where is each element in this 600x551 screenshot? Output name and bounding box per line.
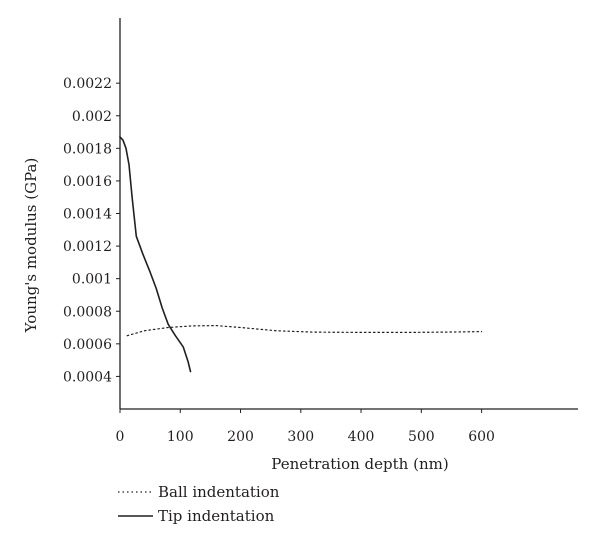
- legend-label: Tip indentation: [158, 507, 275, 525]
- x-tick-label: 0: [116, 429, 125, 445]
- x-tick-label: 600: [468, 429, 495, 445]
- plot-area: [119, 136, 483, 373]
- x-ticks: 0 100 200 300 400 500 600: [116, 409, 495, 445]
- x-axis-label: Penetration depth (nm): [271, 455, 448, 473]
- y-tick-label: 0.001: [72, 272, 112, 288]
- y-tick-label: 0.002: [72, 109, 112, 125]
- axes: [119, 18, 578, 410]
- x-tick-label: 400: [348, 429, 375, 445]
- legend: Ball indentation Tip indentation: [118, 483, 280, 525]
- y-tick-label: 0.0012: [63, 239, 112, 255]
- y-tick-label: 0.0014: [63, 207, 112, 223]
- y-tick-label: 0.0004: [63, 369, 112, 385]
- x-tick-label: 200: [227, 429, 254, 445]
- series-ball-indentation: [126, 325, 483, 337]
- x-tick-label: 100: [167, 429, 194, 445]
- y-tick-label: 0.0008: [63, 304, 112, 320]
- y-tick-label: 0.0018: [63, 141, 112, 157]
- series-tip-indentation: [119, 136, 192, 373]
- y-tick-label: 0.0022: [63, 76, 112, 92]
- legend-label: Ball indentation: [158, 483, 280, 501]
- y-tick-label: 0.0006: [63, 337, 112, 353]
- x-tick-label: 300: [287, 429, 314, 445]
- x-tick-label: 500: [408, 429, 435, 445]
- y-tick-label: 0.0016: [63, 174, 112, 190]
- y-ticks: 0.0004 0.0006 0.0008 0.001 0.0012 0.0014 0.001…: [63, 76, 120, 385]
- y-axis-label: Young's modulus (GPa): [22, 158, 40, 334]
